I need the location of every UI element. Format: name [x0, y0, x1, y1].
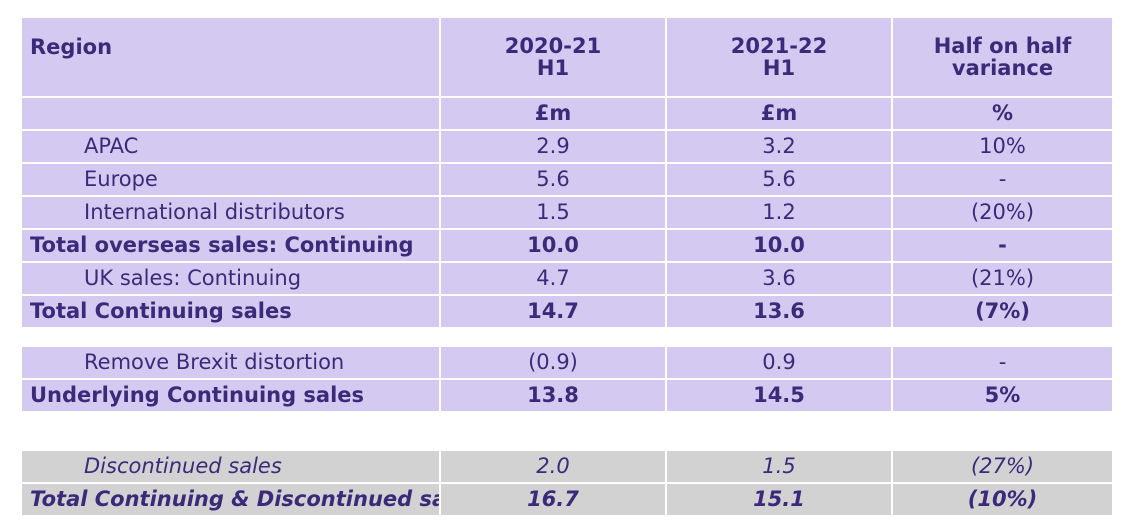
row-label: Underlying Continuing sales: [22, 379, 441, 413]
row-value-2021-22: 1.2: [666, 196, 893, 230]
regional-sales-table: Region 2020-21 H1 2021-22 H1 Half on half v…: [22, 18, 1112, 329]
table-row-remove-brexit-distortion: Remove Brexit distortion (0.9) 0.9 -: [22, 347, 1112, 380]
table-row-total-continuing-discontinued: Total Continuing & Discontinued sales 16…: [22, 483, 1112, 517]
row-variance: 10%: [892, 130, 1112, 164]
row-value-2021-22: 14.5: [666, 379, 893, 413]
row-variance: -: [892, 163, 1112, 197]
table-row-uk-sales: UK sales: Continuing 4.7 3.6 (21%): [22, 262, 1112, 296]
row-value-2021-22: 1.5: [666, 451, 893, 484]
row-variance: 5%: [892, 379, 1112, 413]
units-cell-2020-21: £m: [440, 97, 667, 131]
row-variance: (10%): [892, 483, 1112, 517]
row-value-2020-21: 4.7: [440, 262, 667, 296]
row-value-2021-22: 3.2: [666, 130, 893, 164]
row-label: APAC: [22, 130, 441, 164]
row-value-2020-21: (0.9): [440, 347, 667, 380]
units-row: £m £m %: [22, 97, 1112, 131]
row-label: Remove Brexit distortion: [22, 347, 441, 380]
row-value-2020-21: 2.9: [440, 130, 667, 164]
row-value-2020-21: 10.0: [440, 229, 667, 263]
row-value-2020-21: 14.7: [440, 295, 667, 329]
row-value-2020-21: 1.5: [440, 196, 667, 230]
variance-header: Half on half variance: [892, 18, 1112, 98]
row-label: Total overseas sales: Continuing: [22, 229, 441, 263]
header-row: Region 2020-21 H1 2021-22 H1 Half on half v…: [22, 18, 1112, 98]
row-label: Total Continuing sales: [22, 295, 441, 329]
row-value-2021-22: 3.6: [666, 262, 893, 296]
row-value-2020-21: 13.8: [440, 379, 667, 413]
region-header: Region: [22, 18, 441, 98]
table-row-underlying-continuing: Underlying Continuing sales 13.8 14.5 5%: [22, 379, 1112, 413]
table-row-international-distributors: International distributors 1.5 1.2 (20%): [22, 196, 1112, 230]
row-label: Total Continuing & Discontinued sales: [22, 483, 441, 517]
row-label: UK sales: Continuing: [22, 262, 441, 296]
table-row-discontinued-sales: Discontinued sales 2.0 1.5 (27%): [22, 451, 1112, 484]
row-variance: -: [892, 347, 1112, 380]
table-row-total-overseas: Total overseas sales: Continuing 10.0 10…: [22, 229, 1112, 263]
row-label: International distributors: [22, 196, 441, 230]
row-value-2021-22: 0.9: [666, 347, 893, 380]
units-cell-region: [22, 97, 441, 131]
row-variance: (20%): [892, 196, 1112, 230]
table-row-total-continuing: Total Continuing sales 14.7 13.6 (7%): [22, 295, 1112, 329]
row-value-2021-22: 10.0: [666, 229, 893, 263]
period-header-2021-22: 2021-22 H1: [666, 18, 893, 98]
period-header-2020-21: 2020-21 H1: [440, 18, 667, 98]
row-value-2020-21: 16.7: [440, 483, 667, 517]
row-value-2021-22: 15.1: [666, 483, 893, 517]
row-variance: (27%): [892, 451, 1112, 484]
row-label: Discontinued sales: [22, 451, 441, 484]
units-cell-variance: %: [892, 97, 1112, 131]
row-variance: -: [892, 229, 1112, 263]
row-label: Europe: [22, 163, 441, 197]
row-variance: (21%): [892, 262, 1112, 296]
brexit-adjustment-table: Remove Brexit distortion (0.9) 0.9 - Und…: [22, 347, 1112, 413]
row-value-2021-22: 13.6: [666, 295, 893, 329]
units-cell-2021-22: £m: [666, 97, 893, 131]
table-row-europe: Europe 5.6 5.6 -: [22, 163, 1112, 197]
row-value-2020-21: 5.6: [440, 163, 667, 197]
row-value-2021-22: 5.6: [666, 163, 893, 197]
row-variance: (7%): [892, 295, 1112, 329]
row-value-2020-21: 2.0: [440, 451, 667, 484]
discontinued-sales-table: Discontinued sales 2.0 1.5 (27%) Total C…: [22, 451, 1112, 517]
table-row-apac: APAC 2.9 3.2 10%: [22, 130, 1112, 164]
